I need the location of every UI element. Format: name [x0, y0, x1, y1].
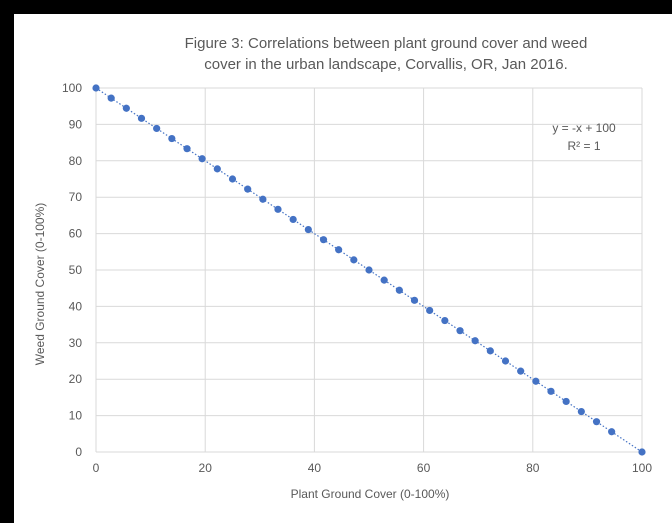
data-point: [501, 357, 510, 365]
x-tick-label: 20: [199, 461, 213, 475]
y-tick-label: 100: [62, 81, 82, 95]
data-point: [92, 84, 100, 92]
data-point: [153, 124, 161, 133]
y-tick-label: 90: [69, 117, 83, 131]
data-point: [228, 175, 237, 183]
data-point: [213, 165, 221, 173]
data-point: [350, 256, 358, 264]
y-tick-label: 50: [69, 263, 83, 277]
data-point: [486, 347, 494, 355]
data-point: [638, 448, 646, 456]
data-point: [137, 114, 146, 122]
data-point: [304, 225, 312, 234]
data-point: [244, 185, 252, 193]
data-point: [562, 397, 570, 406]
y-tick-labels: 0 10 20 30 40 50 60 70 80 90 100: [62, 81, 82, 459]
chart-title-line-1: Figure 3: Correlations between plant gro…: [185, 35, 588, 52]
data-point: [608, 428, 616, 436]
trendline-equation: y = -x + 100: [552, 121, 616, 135]
y-tick-label: 60: [69, 227, 83, 241]
data-point: [532, 377, 540, 385]
data-point: [183, 145, 191, 153]
data-points: [92, 84, 646, 456]
y-tick-label: 80: [69, 154, 83, 168]
data-point: [577, 407, 585, 416]
data-point: [259, 195, 267, 203]
data-point: [456, 327, 464, 335]
x-axis-title: Plant Ground Cover (0-100%): [291, 487, 450, 501]
data-point: [517, 367, 525, 375]
x-tick-label: 0: [93, 461, 100, 475]
chart-title-line-2: cover in the urban landscape, Corvallis,…: [204, 56, 568, 73]
data-point: [335, 246, 343, 254]
x-tick-label: 100: [632, 461, 652, 475]
data-point: [380, 276, 388, 284]
y-tick-label: 10: [69, 409, 83, 423]
x-tick-label: 40: [308, 461, 322, 475]
data-point: [168, 134, 176, 143]
data-point: [274, 205, 282, 213]
data-point: [592, 418, 601, 426]
x-tick-label: 80: [526, 461, 540, 475]
data-point: [395, 286, 403, 294]
scatter-chart: Figure 3: Correlations between plant gro…: [33, 35, 653, 501]
y-tick-label: 0: [75, 445, 82, 459]
chart-frame: Figure 3: Correlations between plant gro…: [14, 14, 672, 523]
data-point: [365, 266, 373, 274]
y-tick-label: 70: [69, 190, 83, 204]
x-tick-label: 60: [417, 461, 431, 475]
y-tick-label: 30: [69, 336, 83, 350]
data-point: [107, 94, 115, 102]
x-tick-labels: 0 20 40 60 80 100: [93, 461, 653, 475]
y-tick-label: 20: [69, 372, 83, 386]
data-point: [198, 155, 206, 163]
data-point: [471, 337, 479, 345]
y-tick-label: 40: [69, 299, 83, 313]
data-point: [289, 215, 297, 224]
data-point: [441, 316, 449, 325]
data-point: [319, 236, 328, 244]
trendline-r-squared: R² = 1: [567, 139, 600, 153]
data-point: [426, 306, 434, 315]
data-point: [410, 296, 419, 304]
y-axis-title: Weed Ground Cover (0-100%): [33, 203, 47, 366]
data-point: [122, 104, 130, 112]
data-point: [547, 387, 555, 395]
